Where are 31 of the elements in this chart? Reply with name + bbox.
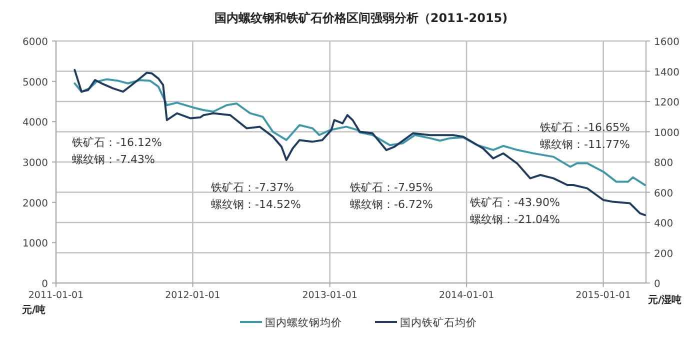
legend-label: 国内螺纹钢均价	[265, 316, 342, 329]
y2-tick-label: 0	[654, 279, 660, 290]
x-tick-label: 2013-01-01	[302, 290, 358, 301]
y2-tick-label: 400	[654, 218, 674, 230]
y2-tick-label: 200	[654, 248, 674, 260]
chart-title: 国内螺纹钢和铁矿石价格区间强弱分析（2011-2015)	[214, 11, 508, 25]
y-tick-label: 1000	[22, 238, 48, 250]
y-tick-label: 0	[42, 279, 48, 290]
legend-label: 国内铁矿石均价	[400, 316, 477, 329]
y2-tick-label: 1200	[654, 98, 680, 108]
y2-tick-label: 600	[654, 188, 674, 200]
annotation: 铁矿石：-16.65% 螺纹钢：-11.77%	[539, 121, 630, 151]
y2-tick-label: 1600	[654, 37, 680, 48]
y2-axis-title: 元/湿吨	[647, 294, 682, 306]
y-tick-label: 3000	[22, 158, 48, 169]
y2-tick-label: 800	[654, 158, 674, 169]
y-axis-title: 元/吨	[21, 304, 46, 316]
x-tick-label: 2012-01-01	[165, 290, 220, 301]
x-tick-label: 2011-01-01	[28, 290, 84, 301]
y2-tick-label: 1000	[654, 128, 680, 139]
y2-tick-label: 1400	[654, 67, 680, 78]
annotation: 铁矿石：-7.95% 螺纹钢：-6.72%	[349, 181, 433, 211]
annotation: 铁矿石：-7.37% 螺纹钢：-14.52%	[210, 181, 301, 211]
y-tick-label: 4000	[22, 118, 48, 129]
x-tick-label: 2015-01-01	[576, 290, 631, 301]
y-tick-label: 5000	[22, 77, 48, 88]
x-tick-label: 2014-01-01	[438, 290, 494, 301]
annotation: 铁矿石：-43.90% 螺纹钢：-21.04%	[469, 196, 560, 226]
annotation: 铁矿石：-16.12% 螺纹钢：-7.43%	[71, 136, 162, 166]
y-tick-label: 6000	[22, 37, 48, 48]
y-tick-label: 2000	[22, 198, 48, 210]
